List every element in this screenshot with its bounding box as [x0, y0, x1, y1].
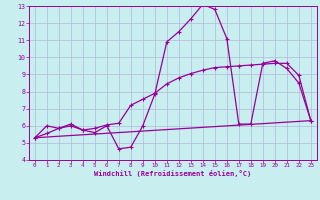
- X-axis label: Windchill (Refroidissement éolien,°C): Windchill (Refroidissement éolien,°C): [94, 170, 252, 177]
